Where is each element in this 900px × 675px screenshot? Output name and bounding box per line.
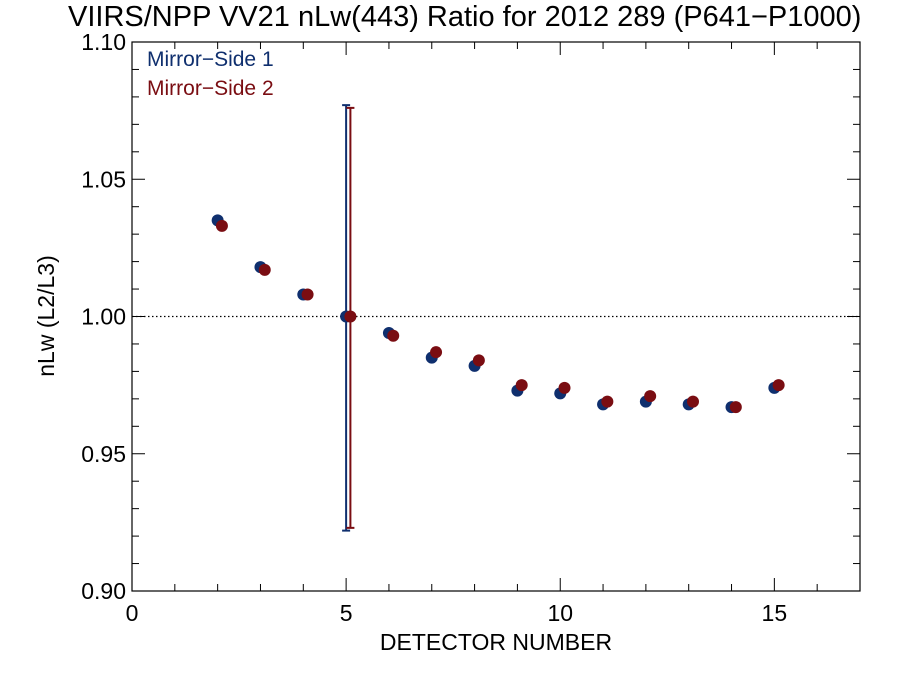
legend: Mirror−Side 1 Mirror−Side 2 (147, 48, 274, 100)
data-point-series-2 (729, 401, 742, 414)
chart-title: VIIRS/NPP VV21 nLw(443) Ratio for 2012 2… (68, 1, 861, 33)
y-tick-label: 1.00 (81, 304, 126, 330)
x-tick-label: 5 (340, 600, 353, 626)
data-point-series-2 (686, 395, 699, 408)
y-tick-label: 1.10 (81, 29, 126, 55)
y-tick-labels: 0.90 0.95 1.00 1.05 1.10 (81, 29, 126, 604)
data-point-series-2 (772, 379, 785, 392)
data-point-series-2 (644, 390, 657, 403)
data-point-series-2 (601, 395, 614, 408)
x-tick-label: 0 (126, 600, 139, 626)
axis-ticks (131, 41, 861, 592)
data-point-series-2 (558, 381, 571, 394)
data-point-series-2 (472, 354, 485, 367)
data-point-series-2 (215, 219, 228, 232)
y-tick-label: 1.05 (81, 166, 126, 192)
y-tick-label: 0.95 (81, 441, 126, 467)
data-point-series-2 (258, 263, 271, 276)
data-points (211, 214, 785, 414)
data-point-series-2 (515, 379, 528, 392)
y-tick-label: 0.90 (81, 578, 126, 604)
data-point-series-2 (344, 310, 357, 323)
data-point-series-2 (387, 329, 400, 342)
x-tick-label: 10 (547, 600, 573, 626)
plot-area (131, 41, 861, 592)
x-tick-labels: 0 5 10 15 (126, 600, 788, 626)
x-tick-label: 15 (762, 600, 788, 626)
data-point-series-2 (301, 288, 314, 301)
legend-entry-mirror-side-2: Mirror−Side 2 (147, 77, 274, 100)
legend-entry-mirror-side-1: Mirror−Side 1 (147, 48, 274, 71)
data-point-series-2 (430, 346, 443, 359)
y-axis-label: nLw (L2/L3) (33, 255, 59, 376)
x-axis-label: DETECTOR NUMBER (380, 629, 612, 655)
